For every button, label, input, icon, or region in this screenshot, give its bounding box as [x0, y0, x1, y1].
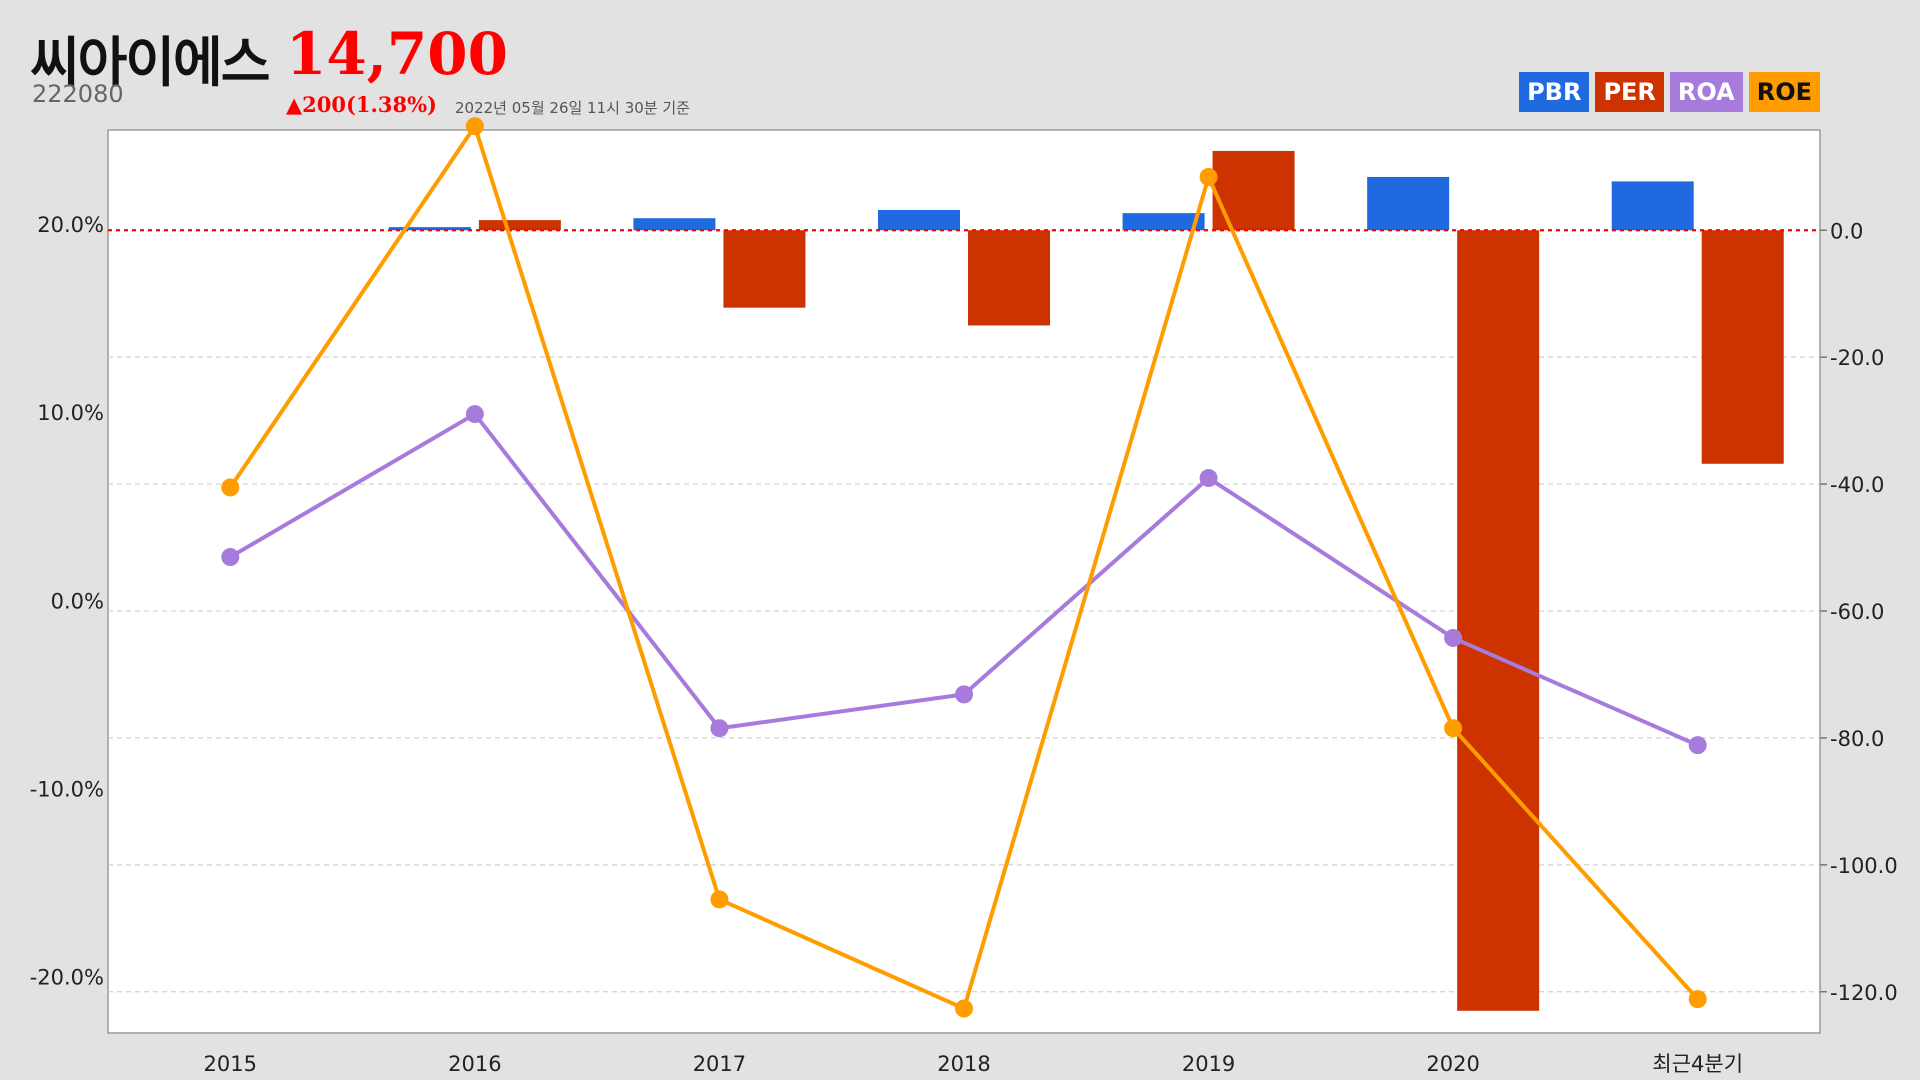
timestamp: 2022년 05월 26일 11시 30분 기준 — [455, 99, 690, 117]
x-axis-label: 2017 — [693, 1052, 746, 1076]
left-axis-label: -10.0% — [30, 777, 104, 801]
price-change: ▲200(1.38%) — [286, 92, 437, 117]
roa-point — [710, 719, 729, 738]
right-axis-label: -60.0 — [1830, 600, 1884, 624]
roe-point — [1444, 719, 1463, 738]
per-bar — [968, 230, 1050, 326]
roa-point — [1688, 736, 1707, 755]
pbr-bar — [1367, 176, 1450, 231]
stock-code: 222080 — [32, 80, 124, 108]
legend-per[interactable]: PER — [1595, 72, 1664, 112]
right-axis-label: 0.0 — [1830, 219, 1863, 243]
chart-legend: PBR PER ROA ROE — [1519, 72, 1820, 112]
x-axis-label: 2015 — [204, 1052, 257, 1076]
x-axis-label: 2018 — [937, 1052, 990, 1076]
stock-price: 14,700 — [286, 20, 508, 88]
legend-roa[interactable]: ROA — [1669, 72, 1743, 112]
pbr-bar — [1611, 181, 1694, 231]
left-axis-label: 10.0% — [37, 401, 104, 425]
left-axis-label: 0.0% — [51, 589, 104, 613]
right-axis-label: -120.0 — [1830, 981, 1898, 1005]
right-axis-label: -100.0 — [1830, 854, 1898, 878]
x-axis-label: 최근4분기 — [1652, 1052, 1743, 1076]
roe-point — [1688, 990, 1707, 1009]
left-axis-label: -20.0% — [30, 966, 104, 990]
pbr-bar — [388, 227, 471, 231]
legend-roe[interactable]: ROE — [1748, 72, 1820, 112]
roe-point — [1199, 168, 1218, 187]
x-axis-label: 2019 — [1182, 1052, 1235, 1076]
plot-area — [107, 129, 1821, 1034]
roe-point — [221, 478, 240, 497]
right-axis-label: -40.0 — [1830, 473, 1884, 497]
pbr-bar — [633, 218, 716, 231]
right-axis-label: -80.0 — [1830, 727, 1884, 751]
stock-name: 씨아이에스 — [30, 31, 270, 94]
pbr-bar — [878, 209, 960, 231]
roe-point — [465, 117, 484, 136]
per-bar — [478, 220, 561, 231]
per-bar — [723, 230, 806, 308]
per-bar — [1701, 230, 1784, 464]
roa-point — [465, 405, 484, 424]
right-axis-label: -20.0 — [1830, 346, 1884, 370]
legend-pbr[interactable]: PBR — [1519, 72, 1590, 112]
x-axis-label: 2016 — [448, 1052, 501, 1076]
pbr-bar — [1122, 213, 1205, 231]
left-axis-label: 20.0% — [37, 213, 104, 237]
per-bar — [1457, 230, 1540, 1011]
roa-point — [1199, 469, 1218, 488]
roe-point — [955, 999, 973, 1018]
roa-point — [1444, 628, 1463, 647]
roa-point — [221, 548, 240, 567]
x-axis-label: 2020 — [1426, 1052, 1479, 1076]
roa-point — [955, 685, 973, 704]
roe-point — [710, 890, 729, 909]
